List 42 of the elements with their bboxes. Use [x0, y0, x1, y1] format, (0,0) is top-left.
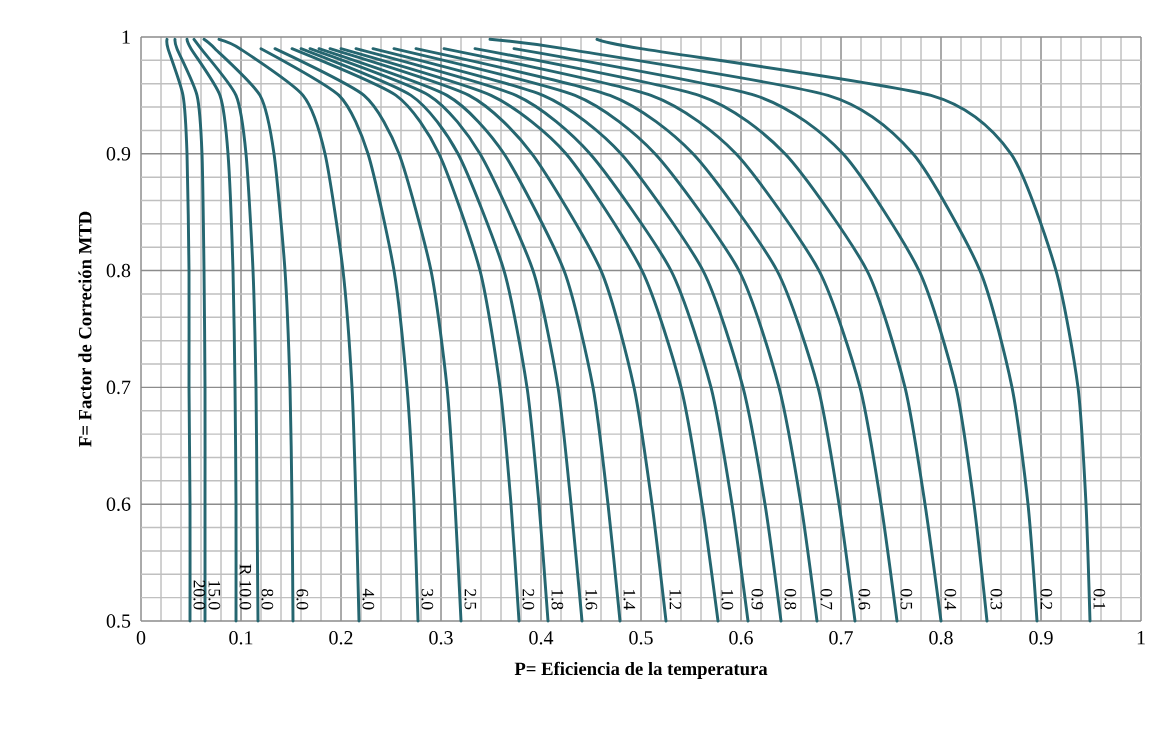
- text: 0.8: [784, 589, 797, 610]
- text: R 10.0: [239, 564, 252, 610]
- x-tick-label: 0.2: [329, 631, 353, 645]
- text: 20.0: [193, 580, 206, 610]
- x-tick-label: 0.6: [729, 631, 753, 645]
- y-axis-title: F= Factor de Correción MTD: [78, 211, 92, 447]
- text: 2.0: [522, 589, 535, 610]
- x-axis-title: P= Eficiencia de la temperatura: [514, 661, 768, 679]
- text: 0.4: [944, 589, 957, 610]
- text: 0.7: [820, 589, 833, 610]
- text: 0.5: [900, 589, 913, 610]
- text: 4.0: [362, 588, 375, 610]
- text: 3.0: [421, 589, 434, 610]
- text: 0.6: [858, 589, 871, 610]
- x-tick-label: 0.4: [529, 631, 554, 645]
- x-tick-label: 0.7: [829, 631, 853, 645]
- x-tick-label: 0: [136, 631, 146, 645]
- y-tick-label: 0.8: [106, 263, 131, 278]
- text: 0.3: [990, 589, 1003, 610]
- x-tick-label: 0.3: [429, 631, 453, 645]
- text: 0.9: [751, 589, 764, 610]
- x-tick-label: 0.5: [629, 631, 653, 645]
- y-tick-label: 0.9: [106, 147, 131, 161]
- y-tick-label: 1: [122, 30, 130, 44]
- y-tick-label: 0.7: [106, 380, 131, 395]
- y-tick-label: 0.5: [106, 614, 131, 628]
- text: 1.8: [551, 589, 564, 610]
- text: 1.6: [585, 589, 598, 610]
- text: 1.2: [669, 589, 682, 610]
- x-tick-label: 0.8: [929, 631, 953, 645]
- text: 0.1: [1093, 589, 1106, 610]
- text: 15.0: [208, 581, 221, 610]
- text: 0.2: [1040, 589, 1053, 610]
- x-tick-label: 0.9: [1029, 631, 1053, 645]
- text: 8.0: [261, 589, 274, 610]
- x-tick-label: 0.1: [229, 631, 253, 645]
- y-tick-label: 0.6: [106, 497, 131, 511]
- text: 2.5: [464, 589, 477, 610]
- text: 6.0: [296, 589, 309, 610]
- x-tick-label: 1: [1137, 631, 1145, 645]
- text: 1.4: [623, 589, 636, 610]
- text: 1.0: [721, 589, 734, 610]
